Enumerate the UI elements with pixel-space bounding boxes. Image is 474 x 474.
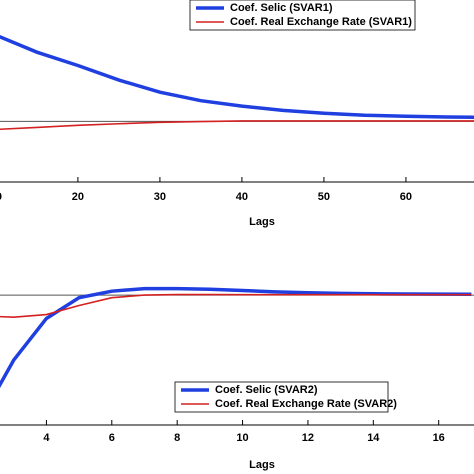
x-tick-label: 60	[400, 191, 412, 203]
plot-area	[0, 34, 474, 131]
x-tick-label: 16	[433, 432, 445, 444]
x-tick-label: 8	[174, 432, 180, 444]
x-tick-label: 10	[236, 432, 248, 444]
x-tick-label: 12	[302, 432, 314, 444]
legend-label: Coef. Selic (SVAR1)	[230, 2, 333, 14]
series-line	[0, 120, 474, 131]
legend-label: Coef. Selic (SVAR2)	[215, 384, 318, 396]
x-tick-label: 6	[109, 432, 115, 444]
x-tick-label: 50	[318, 191, 330, 203]
legend-label: Coef. Real Exchange Rate (SVAR2)	[215, 398, 397, 410]
x-axis-label: Lags	[249, 459, 275, 471]
series-line	[0, 34, 474, 120]
x-tick-label: 20	[72, 191, 84, 203]
legend-box	[174, 381, 389, 413]
x-tick-label: 10	[0, 191, 2, 203]
legend-box	[189, 0, 416, 31]
series-line	[0, 293, 472, 318]
x-axis-label: Lags	[249, 216, 275, 228]
x-tick-label: 4	[43, 432, 50, 444]
legend-label: Coef. Real Exchange Rate (SVAR1)	[230, 16, 412, 28]
plot-area	[0, 286, 474, 389]
x-tick-label: 40	[236, 191, 248, 203]
x-tick-label: 14	[367, 432, 380, 444]
x-tick-label: 30	[154, 191, 166, 203]
